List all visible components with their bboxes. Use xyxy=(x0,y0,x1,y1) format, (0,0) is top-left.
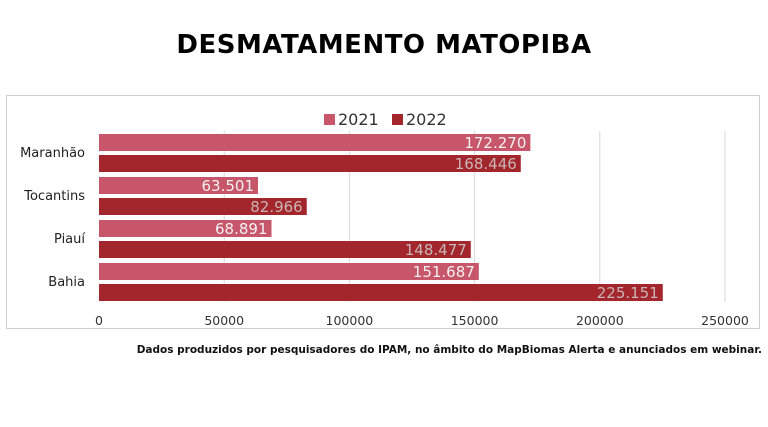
bar-2022-piauí xyxy=(99,241,471,258)
x-axis-ticks: 0 50000 100000 150000 200000 250000 xyxy=(95,313,749,328)
data-labels: 172.270 168.446 63.501 82.966 68.891 148.477 1… xyxy=(202,134,659,302)
data-label: 68.891 xyxy=(215,220,268,238)
data-label: 63.501 xyxy=(202,177,255,195)
data-label: 172.270 xyxy=(464,134,526,152)
category-label: Piauí xyxy=(54,232,85,247)
data-label: 82.966 xyxy=(250,198,303,216)
legend-label-2022: 2022 xyxy=(406,110,447,129)
bar-2021-tocantins xyxy=(99,177,259,194)
x-tick-label: 150000 xyxy=(451,313,499,328)
x-tick-label: 100000 xyxy=(326,313,374,328)
category-label: Bahia xyxy=(48,275,85,290)
footnote: Dados produzidos por pesquisadores do IP… xyxy=(136,344,762,356)
chart-title: DESMATAMENTO MATOPIBA xyxy=(176,30,592,60)
x-tick-label: 250000 xyxy=(701,313,749,328)
data-label: 148.477 xyxy=(405,241,467,259)
bar-2022-maranhão xyxy=(99,155,521,172)
bar-2021-bahia xyxy=(99,263,479,280)
bars xyxy=(99,134,663,301)
category-label: Tocantins xyxy=(23,189,85,204)
chart-frame xyxy=(6,95,760,329)
legend: 2021 2022 xyxy=(324,110,447,129)
legend-swatch-2022 xyxy=(392,114,403,125)
bar-2021-piauí xyxy=(99,220,272,237)
bar-2022-tocantins xyxy=(99,198,307,215)
x-tick-label: 200000 xyxy=(576,313,624,328)
legend-swatch-2021 xyxy=(324,114,335,125)
category-label: Maranhão xyxy=(20,146,85,161)
legend-label-2021: 2021 xyxy=(338,110,379,129)
data-label: 225.151 xyxy=(597,284,659,302)
bar-2022-bahia xyxy=(99,284,663,301)
data-label: 168.446 xyxy=(455,155,517,173)
bar-chart: 172.270 168.446 63.501 82.966 68.891 148.477 1… xyxy=(20,110,749,328)
x-tick-label: 50000 xyxy=(204,313,244,328)
bar-2021-maranhão xyxy=(99,134,531,151)
category-labels: Maranhão Tocantins Piauí Bahia xyxy=(20,146,85,290)
data-label: 151.687 xyxy=(413,263,475,281)
x-tick-label: 0 xyxy=(95,313,103,328)
